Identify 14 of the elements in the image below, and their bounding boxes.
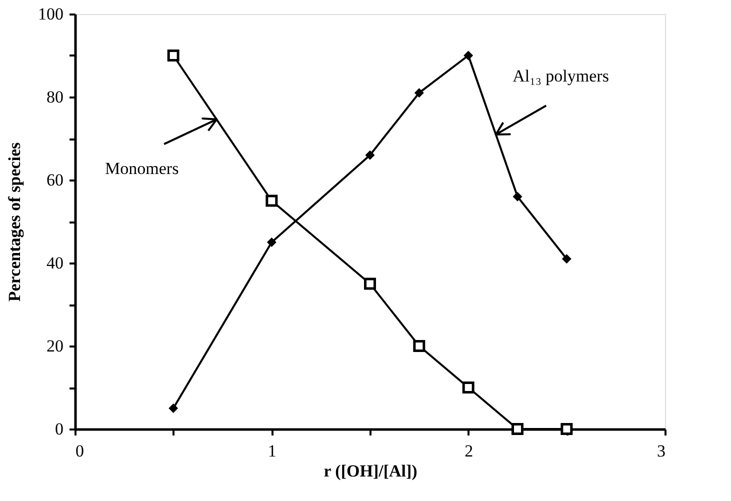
y-tick-label: 0 xyxy=(55,420,64,438)
y-tick-label: 40 xyxy=(46,254,64,272)
y-tick-label: 60 xyxy=(46,170,64,190)
y-tick-label: 80 xyxy=(46,88,64,106)
x-axis-title: r ([OH]/[Al]) xyxy=(324,462,418,480)
legend-label: Monomers xyxy=(105,159,179,178)
x-tick-label: 3 xyxy=(657,442,666,460)
y-axis-title: Percentages of species xyxy=(5,142,24,302)
x-tick-label: 0 xyxy=(76,442,84,460)
x-tick-label: 1 xyxy=(268,442,276,460)
y-tick-label: 20 xyxy=(46,336,64,356)
x-tick-label: 2 xyxy=(464,442,474,460)
series-label: Al₁₃ polymers xyxy=(512,66,609,86)
y-tick-label: 100 xyxy=(38,4,64,24)
